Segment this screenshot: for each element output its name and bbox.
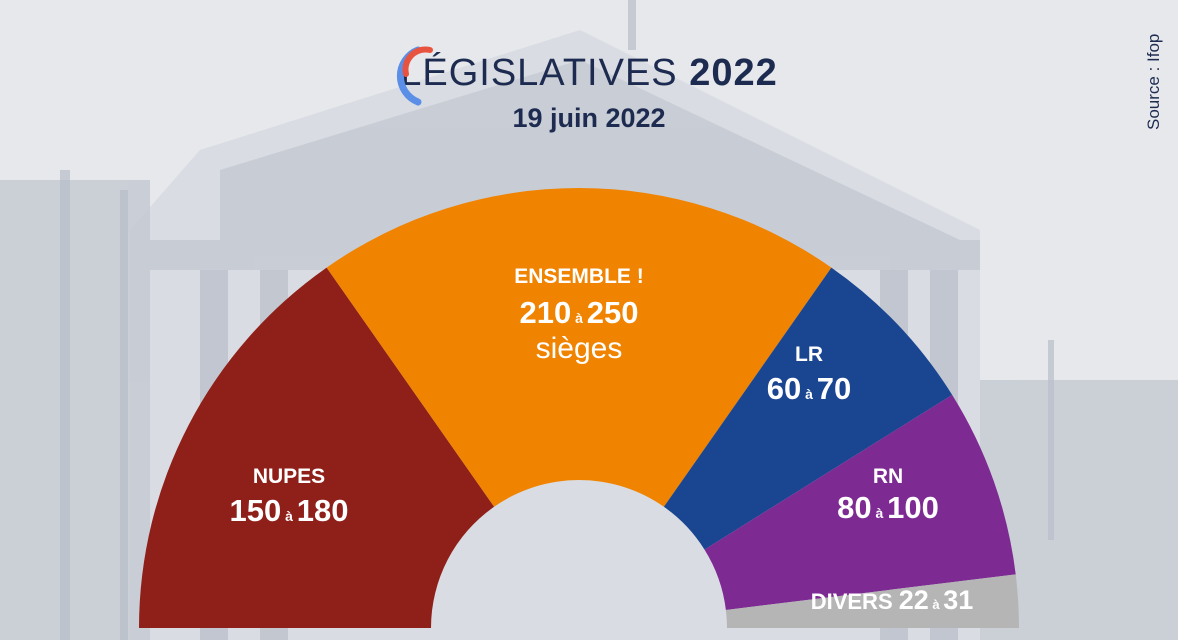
title-year: 2022 — [689, 52, 778, 94]
title-text: LÉGISLATIVES — [400, 52, 678, 94]
segment-ensemble — [326, 187, 832, 507]
label-name-ensemble: ENSEMBLE ! — [514, 265, 644, 288]
segment-rn — [704, 394, 1016, 610]
label-name-nupes: NUPES — [253, 465, 325, 488]
legislatives-logo-icon — [397, 46, 434, 106]
label-name-lr: LR — [795, 343, 823, 366]
label-value-nupes: 150 à 180 — [229, 493, 348, 528]
label-value-ensemble: 210 à 250 — [519, 295, 638, 330]
segment-nupes — [139, 267, 495, 628]
label-unit-ensemble: sièges — [536, 332, 623, 365]
label-value-rn: 80 à 100 — [837, 490, 939, 525]
label-divers: DIVERS 22 à 31 — [811, 585, 974, 615]
label-name-rn: RN — [873, 465, 903, 488]
page-title: LÉGISLATIVES 2022 — [397, 46, 778, 106]
segment-lr — [663, 267, 953, 550]
label-value-lr: 60 à 70 — [767, 371, 852, 406]
segment-divers — [725, 574, 1019, 628]
date-subtitle: 19 juin 2022 — [512, 103, 666, 133]
header: LÉGISLATIVES 2022 19 juin 2022 — [0, 46, 1178, 134]
